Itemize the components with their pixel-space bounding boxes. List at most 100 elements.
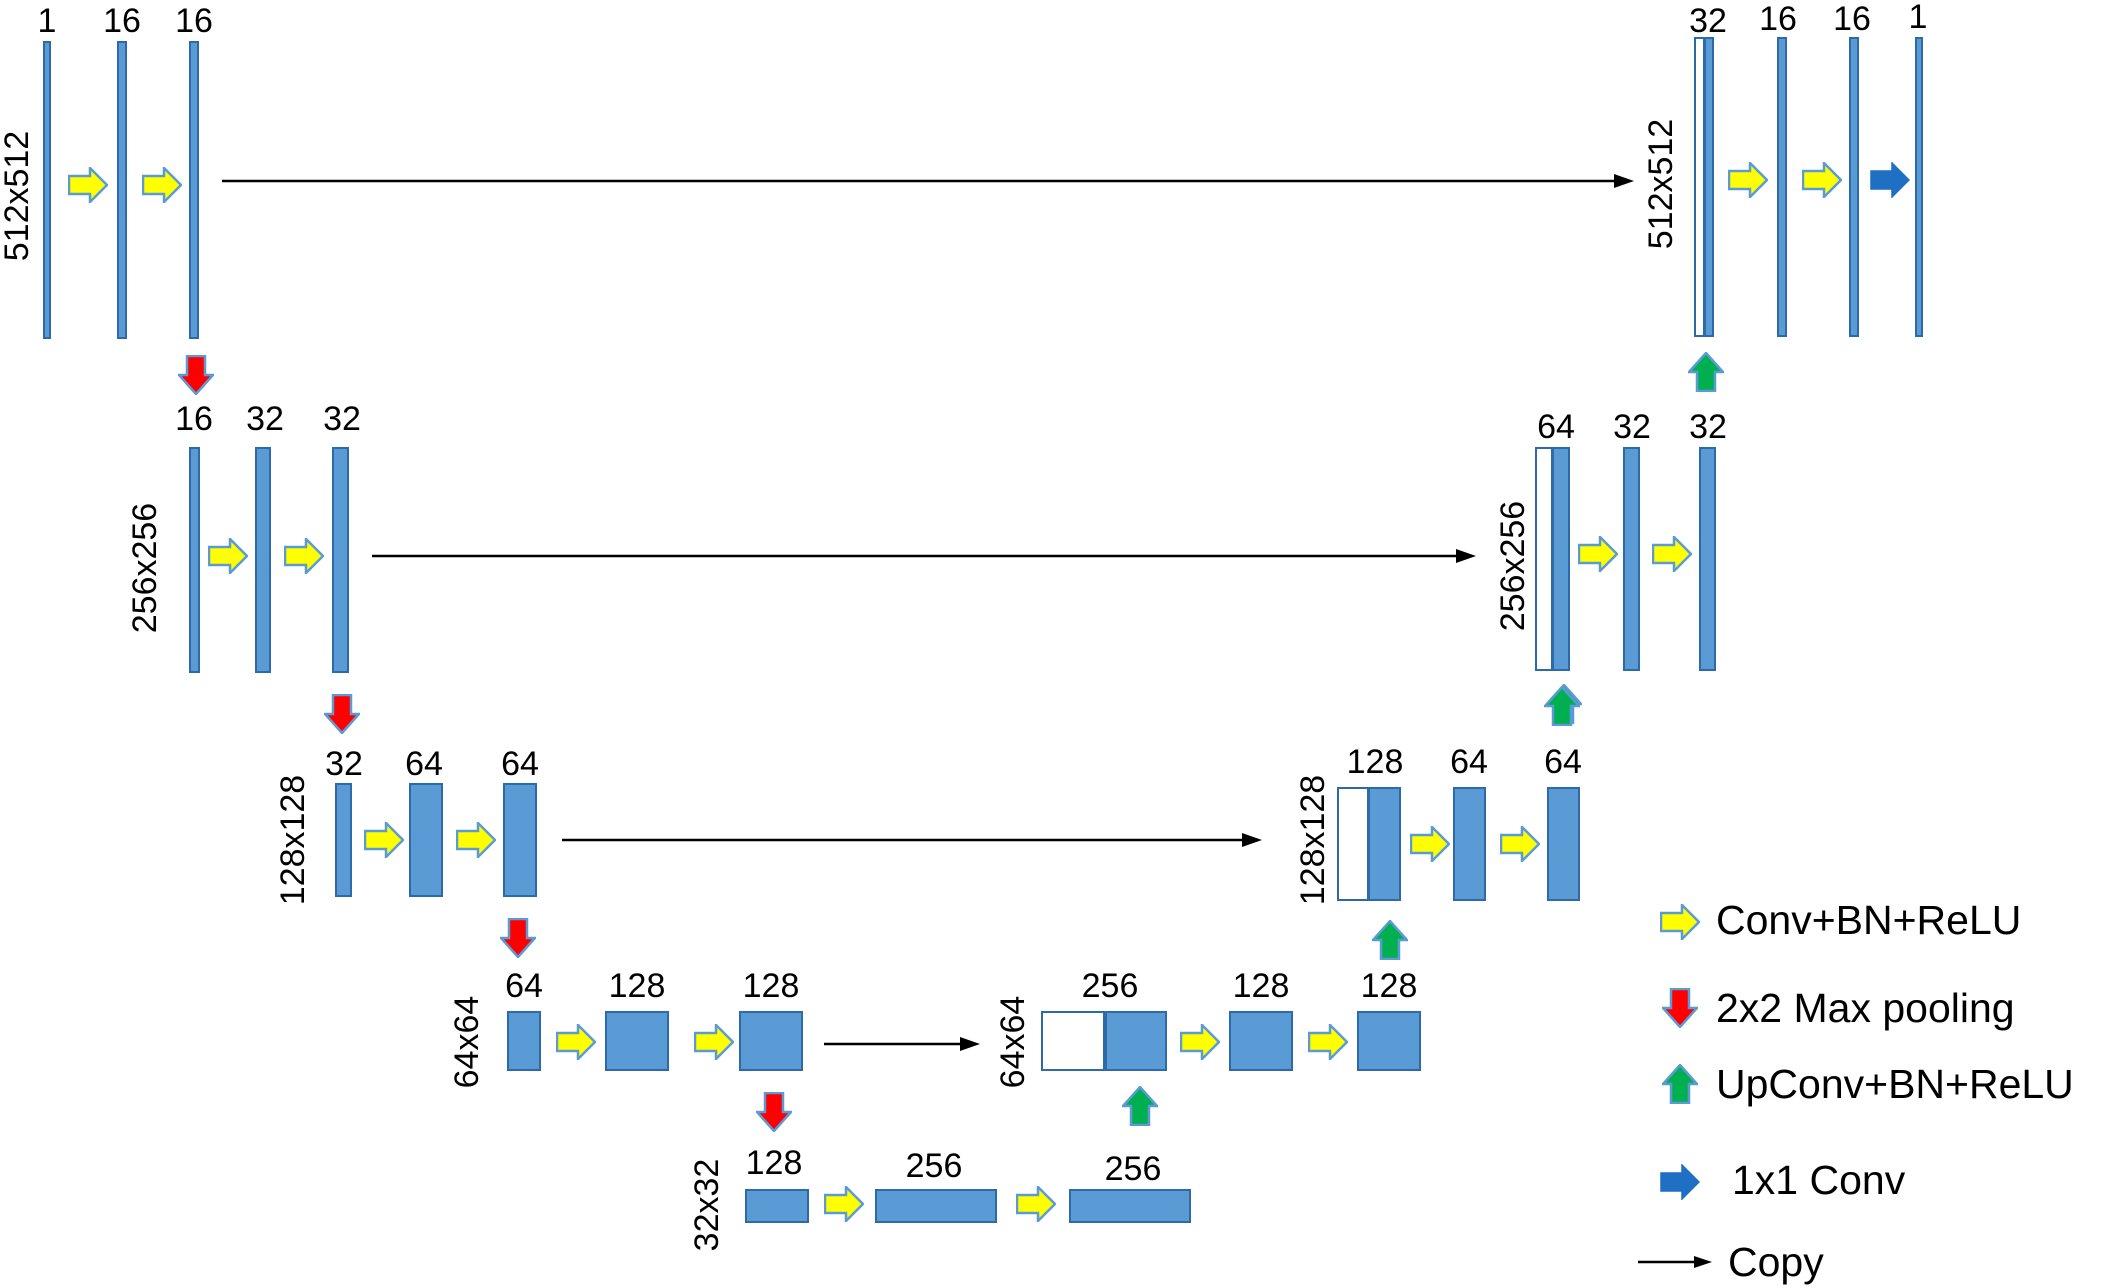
legend-label: 2x2 Max pooling (1716, 985, 2015, 1031)
channel-label: 32 (1613, 408, 1651, 446)
feature-map (1915, 37, 1923, 337)
channel-label: 128 (1233, 967, 1290, 1005)
copied-feature-map (1694, 37, 1705, 337)
channel-label: 128 (743, 967, 800, 1005)
channel-label: 32 (325, 745, 363, 783)
conv-arrow-icon (1180, 1024, 1220, 1060)
channel-label: 16 (175, 2, 213, 40)
copied-feature-map (1535, 447, 1553, 671)
channel-label: 16 (175, 400, 213, 438)
copied-feature-map (1337, 787, 1369, 901)
feature-map (1105, 1011, 1167, 1071)
legend-label: 1x1 Conv (1732, 1157, 1906, 1203)
channel-label: 16 (103, 2, 141, 40)
channel-label: 1 (38, 2, 57, 40)
conv-arrow-icon (208, 538, 248, 574)
conv-arrow-icon (284, 538, 324, 574)
channel-label: 64 (405, 745, 443, 783)
resolution-label: 512x512 (0, 131, 36, 261)
conv1x1-arrow-icon (1870, 162, 1910, 198)
channel-label: 64 (1537, 408, 1575, 446)
channel-label: 32 (1689, 408, 1727, 446)
decoder-level-2: 256x256 64 32 32 (1494, 408, 1727, 726)
conv-arrow-icon (1410, 826, 1450, 862)
pool-arrow-icon (178, 355, 214, 395)
feature-map (875, 1189, 997, 1223)
skip-arrow (372, 549, 1476, 563)
upconv-arrow-icon (1662, 1064, 1698, 1104)
conv-arrow-icon (556, 1024, 596, 1060)
conv-arrow-icon (1660, 904, 1700, 940)
feature-map (507, 1011, 541, 1071)
feature-map (1552, 447, 1570, 671)
legend-item-copy: Copy (1638, 1239, 1824, 1285)
channel-label: 128 (746, 1144, 803, 1182)
channel-label: 32 (1689, 2, 1727, 40)
pool-arrow-icon (324, 694, 360, 734)
feature-map (117, 41, 127, 339)
feature-map (739, 1011, 803, 1071)
legend-item-conv: Conv+BN+ReLU (1660, 897, 2021, 943)
channel-label: 256 (1082, 967, 1139, 1005)
resolution-label: 256x256 (126, 503, 164, 633)
legend: Conv+BN+ReLU 2x2 Max pooling UpConv+BN+R… (1638, 897, 2074, 1285)
feature-map (1229, 1011, 1293, 1071)
channel-label: 64 (505, 967, 543, 1005)
bottleneck: 32x32 128 256 256 (688, 1086, 1191, 1252)
upconv-arrow-icon (1688, 352, 1724, 392)
channel-label: 64 (501, 745, 539, 783)
resolution-label: 256x256 (1494, 501, 1532, 631)
resolution-label: 64x64 (448, 996, 486, 1089)
conv-arrow-icon (1802, 162, 1842, 198)
pool-arrow-icon (1662, 988, 1698, 1028)
legend-item-upconv: UpConv+BN+ReLU (1662, 1061, 2074, 1107)
channel-label: 16 (1759, 0, 1797, 38)
conv-arrow-icon (456, 822, 496, 858)
pool-arrow-icon (500, 918, 536, 958)
decoder-level-3: 128x128 128 64 64 (1294, 684, 1582, 905)
upconv-arrow-icon (1372, 920, 1408, 960)
conv-arrow-icon (1728, 162, 1768, 198)
conv-arrow-icon (1652, 536, 1692, 572)
feature-map (409, 783, 443, 897)
feature-map (605, 1011, 669, 1071)
resolution-label: 64x64 (994, 996, 1032, 1089)
channel-label: 32 (323, 400, 361, 438)
conv-arrow-icon (1578, 536, 1618, 572)
feature-map (335, 783, 352, 897)
skip-connections (222, 174, 1634, 1051)
channel-label: 128 (609, 967, 666, 1005)
encoder-level-3: 128x128 32 64 64 (274, 745, 539, 958)
feature-map (1623, 447, 1640, 671)
feature-map (503, 783, 537, 897)
channel-label: 256 (1105, 1150, 1162, 1188)
legend-label: Copy (1728, 1239, 1824, 1285)
feature-map (745, 1189, 809, 1223)
skip-arrow (222, 174, 1634, 188)
feature-map (1357, 1011, 1421, 1071)
channel-label: 64 (1544, 743, 1582, 781)
channel-label: 64 (1450, 743, 1488, 781)
conv-arrow-icon (694, 1024, 734, 1060)
feature-map (255, 447, 271, 673)
skip-arrow (824, 1037, 980, 1051)
channel-label: 16 (1833, 0, 1871, 38)
feature-map (189, 41, 199, 339)
channel-label: 128 (1347, 743, 1404, 781)
resolution-label: 32x32 (688, 1159, 726, 1252)
skip-arrow (562, 833, 1262, 847)
encoder-level-1: 512x512 1 16 16 (0, 2, 214, 395)
legend-label: Conv+BN+ReLU (1716, 897, 2021, 943)
channel-label: 1 (1909, 0, 1928, 36)
feature-map (1704, 37, 1714, 337)
legend-item-pool: 2x2 Max pooling (1662, 985, 2015, 1031)
feature-map (1849, 37, 1859, 337)
encoder-level-4: 64x64 64 128 128 (448, 967, 803, 1132)
feature-map (332, 447, 349, 673)
resolution-label: 512x512 (1642, 119, 1680, 249)
feature-map (189, 447, 200, 673)
conv-arrow-icon (824, 1186, 864, 1222)
encoder-level-2: 256x256 16 32 32 (126, 400, 361, 734)
legend-item-conv1x1: 1x1 Conv (1660, 1157, 1906, 1203)
